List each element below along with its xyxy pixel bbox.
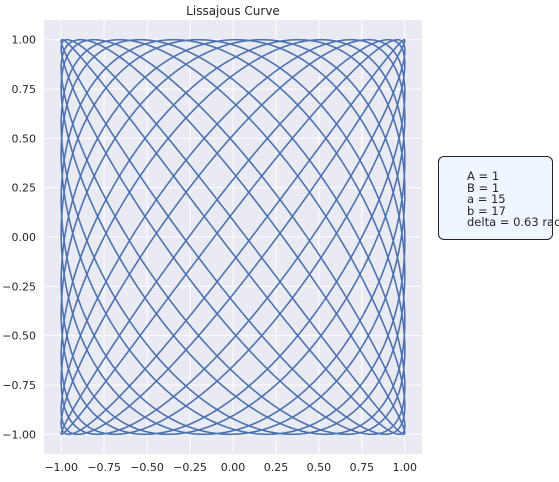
- y-tick-label: 0.25: [12, 182, 37, 195]
- curve-layer: [60, 38, 406, 436]
- parameter-legend-box: A = 1 B = 1 a = 15 b = 17 delta = 0.63 r…: [438, 156, 559, 240]
- chart-title: Lissajous Curve: [186, 4, 280, 18]
- x-tick-label: −1.00: [44, 461, 78, 474]
- x-tick-label: −0.25: [173, 461, 207, 474]
- x-tick-label: 0.25: [264, 461, 289, 474]
- x-tick-label: 0.75: [350, 461, 375, 474]
- param-amplitude-x: A = 1: [467, 169, 500, 183]
- x-tick-label: 0.50: [307, 461, 332, 474]
- y-tick-label: 0.75: [12, 83, 37, 96]
- x-tick-label: −0.75: [87, 461, 121, 474]
- x-tick-label: 0.00: [221, 461, 246, 474]
- y-axis-ticks: −1.00 −0.75 −0.50 −0.25 0.00 0.25 0.50 0.75 1.00: [2, 34, 36, 442]
- y-tick-label: 1.00: [12, 34, 37, 47]
- y-tick-label: −1.00: [2, 428, 36, 441]
- y-tick-label: −0.25: [2, 280, 36, 293]
- y-tick-label: −0.50: [2, 330, 36, 343]
- y-tick-label: −0.75: [2, 379, 36, 392]
- y-tick-label: 0.00: [12, 231, 37, 244]
- param-frequency-a: a = 15: [467, 192, 506, 207]
- x-axis-ticks: −1.00 −0.75 −0.50 −0.25 0.00 0.25 0.50 0.75 1.00: [44, 461, 417, 474]
- lissajous-series-line: [60, 38, 406, 436]
- x-tick-label: 1.00: [393, 461, 418, 474]
- x-tick-label: −0.50: [130, 461, 164, 474]
- param-phase-delta: delta = 0.63 rad: [467, 215, 559, 230]
- y-tick-label: 0.50: [12, 132, 37, 145]
- param-frequency-b: b = 17: [467, 203, 506, 218]
- param-amplitude-y: B = 1: [467, 180, 500, 195]
